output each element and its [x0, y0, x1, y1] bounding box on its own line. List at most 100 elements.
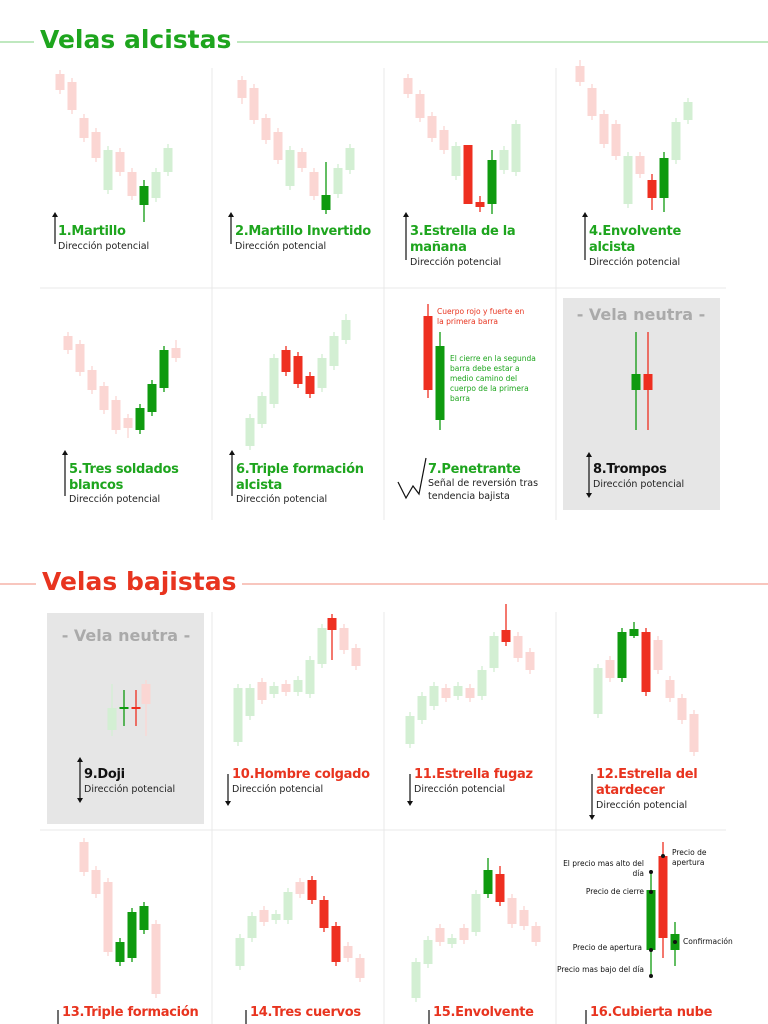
candle-body	[67, 82, 77, 110]
annotation: El precio mas alto del día	[563, 859, 644, 878]
candle-body	[677, 698, 687, 720]
candle-body	[435, 346, 445, 420]
pattern-title: 9.Doji	[84, 767, 125, 782]
candle-body	[247, 916, 257, 938]
candle-body	[647, 180, 657, 198]
candle-body	[593, 668, 603, 714]
candle-body	[79, 118, 89, 138]
candle-body	[429, 686, 439, 706]
annotation: Precio de apertura	[572, 943, 642, 952]
candle-body	[671, 122, 681, 160]
candle-body	[317, 358, 327, 388]
price-marker	[649, 948, 653, 952]
candle-body	[87, 370, 97, 390]
candle-body	[139, 186, 149, 205]
candle-body	[245, 418, 255, 446]
candle-body	[261, 118, 271, 140]
candle-body	[415, 94, 425, 118]
candle-body	[293, 680, 303, 692]
arrow-head	[589, 815, 595, 820]
candle-body	[423, 316, 433, 390]
grid-lines	[40, 68, 726, 1024]
candle-body	[103, 882, 113, 952]
candle-body	[331, 926, 341, 962]
pattern-subtitle: Dirección potencial	[69, 494, 161, 505]
candle-body	[273, 132, 283, 160]
pattern-subtitle: Dirección potencial	[596, 800, 688, 811]
pattern-title: 14.Tres cuervos	[250, 1005, 361, 1020]
candle-body	[475, 202, 485, 207]
candle-body	[171, 348, 181, 358]
candle-body	[477, 670, 487, 696]
arrow-head	[225, 801, 231, 806]
arrow-head	[407, 801, 413, 806]
candle-body	[159, 350, 169, 388]
annotation: Precio de apertura	[672, 848, 707, 867]
arrow-head	[229, 450, 235, 455]
arrow-head	[52, 212, 58, 217]
neutral-label: - Vela neutra -	[61, 626, 191, 645]
annotation: Cuerpo rojo y fuerte en la primera barra	[437, 307, 525, 326]
candle-body	[333, 168, 343, 194]
pattern-title: 4.Envolvente alcista	[589, 224, 681, 255]
candle-body	[341, 320, 351, 340]
candle-body	[631, 374, 641, 390]
candle-body	[281, 350, 291, 372]
candle-body	[79, 842, 89, 872]
candle-body	[511, 124, 521, 172]
candle-body	[617, 632, 627, 678]
pattern-subtitle: Dirección potencial	[410, 257, 502, 268]
candle-body	[141, 684, 151, 704]
arrow-head	[582, 212, 588, 217]
candle-body	[245, 688, 255, 716]
section-title: Velas alcistas	[34, 25, 238, 55]
candle-body	[665, 680, 675, 698]
candle-body	[91, 132, 101, 158]
candle-body	[305, 660, 315, 694]
candle-body	[658, 856, 668, 938]
candle-body	[293, 356, 303, 384]
candle-body	[107, 708, 117, 730]
candle-body	[249, 88, 259, 120]
candle-body	[489, 636, 499, 668]
trend-zigzag	[397, 457, 427, 500]
pattern-subtitle: Dirección potencial	[84, 784, 176, 795]
candle-body	[587, 88, 597, 116]
price-marker	[661, 854, 665, 858]
price-marker	[649, 890, 653, 894]
candle-body	[355, 958, 365, 978]
pattern-subtitle: Dirección potencial	[236, 494, 328, 505]
annotation: Precio de cierre	[585, 887, 644, 896]
pattern-title: 7.Penetrante	[428, 462, 521, 477]
candle-body	[309, 172, 319, 196]
candle-body	[75, 344, 85, 372]
candle-body	[305, 376, 315, 394]
candle-body	[643, 374, 653, 390]
candle-body	[351, 648, 361, 666]
candle-body	[127, 912, 137, 958]
candle-body	[269, 358, 279, 404]
candle-body	[343, 946, 353, 958]
candle-body	[641, 632, 651, 692]
candle-body	[463, 145, 473, 204]
pattern-title: 1.Martillo	[58, 224, 126, 239]
price-marker	[673, 940, 677, 944]
candle-body	[147, 384, 157, 412]
candle-body	[329, 336, 339, 366]
arrow-head	[77, 757, 83, 762]
candle-body	[513, 636, 523, 658]
candle-body	[599, 114, 609, 144]
pattern-subtitle: Dirección potencial	[414, 784, 506, 795]
candle-body	[575, 66, 585, 82]
candle-body	[683, 102, 693, 120]
arrow-head	[403, 212, 409, 217]
candle-body	[345, 148, 355, 170]
section-title: Velas bajistas	[36, 567, 243, 597]
candle-body	[257, 682, 267, 700]
arrow-head	[586, 493, 592, 498]
candle-body	[451, 146, 461, 176]
candle-body	[115, 942, 125, 962]
pattern-subtitle: Señal de reversión tras tendencia bajist…	[428, 478, 539, 502]
candle-body	[501, 630, 511, 642]
